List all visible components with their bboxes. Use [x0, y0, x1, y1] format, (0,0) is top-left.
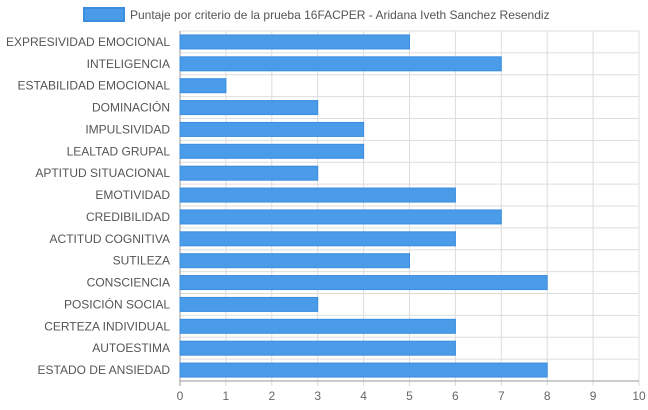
bar[interactable] — [179, 318, 456, 334]
category-label: SUTILEZA — [113, 254, 170, 268]
bar[interactable] — [179, 253, 410, 269]
bar[interactable] — [179, 121, 365, 137]
category-label: DOMINACIÓN — [92, 100, 170, 115]
category-label: ESTABILIDAD EMOCIONAL — [18, 79, 171, 93]
category-label: CREDIBILIDAD — [86, 210, 170, 224]
x-tick-label: 10 — [632, 389, 646, 403]
category-label: CERTEZA INDIVIDUAL — [44, 319, 170, 333]
x-tick-label: 7 — [498, 389, 505, 403]
category-label: ESTADO DE ANSIEDAD — [38, 363, 171, 377]
legend-swatch — [83, 7, 125, 22]
bar[interactable] — [179, 165, 319, 181]
bar[interactable] — [179, 143, 365, 159]
legend[interactable]: Puntaje por criterio de la prueba 16FACP… — [83, 7, 550, 22]
bar[interactable] — [179, 100, 319, 116]
category-label: CONSCIENCIA — [87, 276, 170, 290]
category-label: IMPULSIVIDAD — [85, 122, 170, 136]
bar[interactable] — [179, 78, 227, 94]
x-tick-label: 3 — [314, 389, 321, 403]
bar[interactable] — [179, 209, 502, 225]
category-label: EXPRESIVIDAD EMOCIONAL — [6, 35, 170, 49]
bar[interactable] — [179, 275, 548, 291]
category-label: APTITUD SITUACIONAL — [35, 166, 170, 180]
x-tick-labels: 0 1 2 3 4 5 6 7 8 9 10 — [177, 389, 646, 403]
category-label: LEALTAD GRUPAL — [67, 144, 171, 158]
category-labels: EXPRESIVIDAD EMOCIONAL INTELIGENCIA ESTABI… — [6, 35, 170, 377]
x-tick-label: 0 — [177, 389, 184, 403]
x-tick-label: 1 — [223, 389, 230, 403]
x-tick-label: 8 — [544, 389, 551, 403]
legend-label: Puntaje por criterio de la prueba 16FACP… — [130, 8, 550, 22]
bar[interactable] — [179, 296, 319, 312]
category-label: POSICIÓN SOCIAL — [64, 296, 170, 311]
bars — [179, 34, 548, 378]
bar[interactable] — [179, 340, 456, 356]
category-label: EMOTIVIDAD — [95, 188, 170, 202]
category-label: AUTOESTIMA — [92, 341, 170, 355]
x-tick-label: 6 — [452, 389, 459, 403]
bar[interactable] — [179, 362, 548, 378]
category-label: INTELIGENCIA — [87, 57, 170, 71]
x-tick-label: 5 — [406, 389, 413, 403]
bar[interactable] — [179, 231, 456, 247]
bar[interactable] — [179, 56, 502, 72]
x-tick-label: 4 — [360, 389, 367, 403]
category-label: ACTITUD COGNITIVA — [50, 232, 170, 246]
x-tick-label: 9 — [590, 389, 597, 403]
bar[interactable] — [179, 187, 456, 203]
x-tick-label: 2 — [268, 389, 275, 403]
bar[interactable] — [179, 34, 410, 50]
